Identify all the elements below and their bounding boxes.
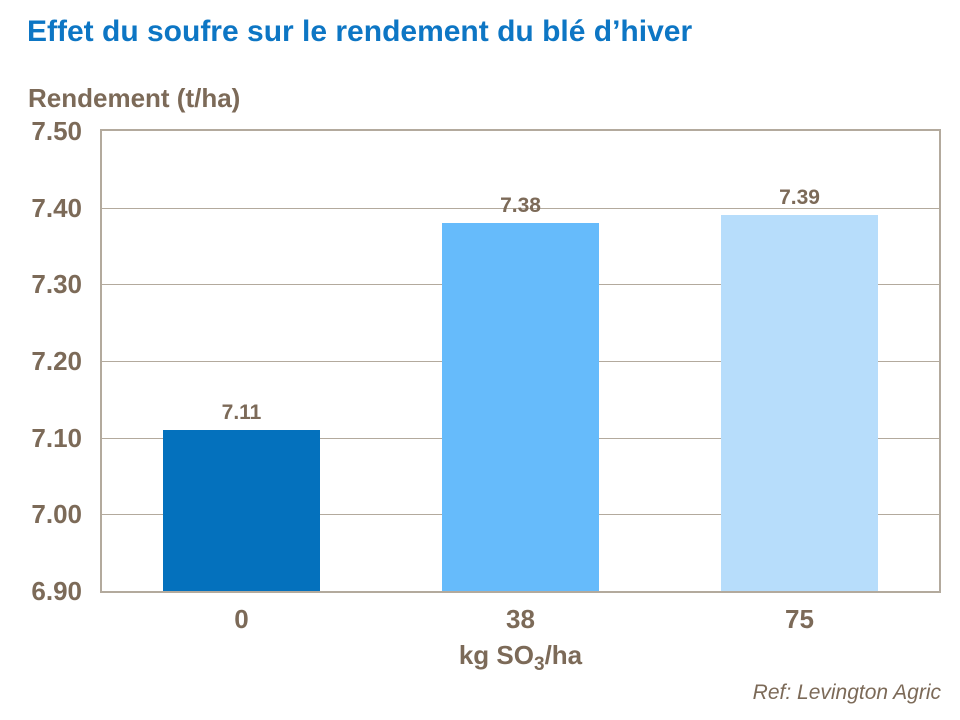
x-tick-label: 0 bbox=[234, 604, 249, 634]
bar-value-label: 7.39 bbox=[779, 186, 820, 210]
x-tick-label: 38 bbox=[506, 604, 535, 634]
x-axis-title-subscript: 3 bbox=[533, 654, 545, 676]
y-tick-label: 7.30 bbox=[31, 269, 82, 300]
gridline bbox=[102, 207, 939, 209]
x-axis-title-prefix: kg SO bbox=[458, 640, 534, 670]
bar-value-label: 7.38 bbox=[500, 194, 541, 217]
y-axis-title: Rendement (t/ha) bbox=[28, 83, 241, 113]
y-axis-tick-labels: 7.50 7.40 7.30 7.20 7.10 7.00 6.90 bbox=[0, 116, 86, 606]
x-axis-title: kg SO3/ha bbox=[102, 640, 939, 680]
y-tick-label: 7.20 bbox=[31, 346, 82, 376]
y-tick-label: 7.00 bbox=[31, 499, 82, 530]
plot-area: 7.11 7.38 7.39 bbox=[100, 129, 941, 593]
x-axis-title-suffix: /ha bbox=[544, 640, 583, 670]
reference-note: Ref: Levington Agric bbox=[752, 681, 941, 704]
y-tick-label: 7.10 bbox=[31, 422, 82, 453]
x-axis-tick-labels: 0 38 75 bbox=[102, 604, 939, 638]
y-tick-label: 7.50 bbox=[31, 116, 82, 146]
y-tick-label: 7.40 bbox=[31, 192, 82, 223]
bar-category-75 bbox=[721, 215, 878, 591]
bar-value-label: 7.11 bbox=[221, 401, 262, 424]
bar-category-38 bbox=[442, 223, 599, 591]
chart-title: Effet du soufre sur le rendement du blé … bbox=[27, 15, 693, 48]
bar-category-0 bbox=[163, 430, 320, 591]
y-tick-label: 6.90 bbox=[31, 576, 82, 606]
x-tick-label: 75 bbox=[785, 604, 814, 634]
